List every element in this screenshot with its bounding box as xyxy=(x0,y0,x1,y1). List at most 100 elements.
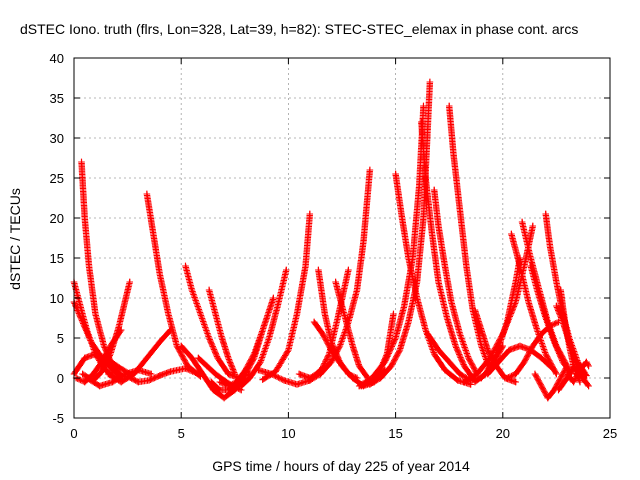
data-point xyxy=(533,286,541,294)
data-point xyxy=(321,310,329,318)
x-tick-label: 10 xyxy=(281,426,295,441)
data-point xyxy=(306,210,314,218)
data-point xyxy=(203,362,211,370)
y-tick-label: 0 xyxy=(57,371,64,386)
data-point xyxy=(83,374,91,382)
data-point xyxy=(426,78,434,86)
data-point xyxy=(409,254,416,262)
data-point xyxy=(471,378,479,386)
data-point xyxy=(156,372,163,379)
data-point xyxy=(538,382,545,390)
data-point xyxy=(452,342,459,350)
data-point xyxy=(205,334,213,342)
data-point xyxy=(212,310,219,318)
data-point xyxy=(349,342,356,350)
data-point-markers xyxy=(356,102,427,390)
series-arc-13 xyxy=(205,286,238,378)
data-point xyxy=(443,314,451,322)
data-point xyxy=(503,374,511,382)
data-point xyxy=(516,262,524,270)
data-point xyxy=(465,354,472,362)
data-point xyxy=(167,368,174,375)
data-point xyxy=(332,278,339,286)
data-point xyxy=(559,358,567,366)
data-point xyxy=(135,366,142,374)
data-point xyxy=(115,322,123,330)
y-tick-label: -5 xyxy=(52,411,64,426)
y-axis-label: dSTEC / TECUs xyxy=(7,188,23,290)
data-point xyxy=(92,310,99,318)
series-arc-01 xyxy=(78,158,125,379)
series-arc-27 xyxy=(355,102,427,390)
data-point xyxy=(135,378,142,386)
data-point xyxy=(338,362,346,370)
data-point xyxy=(208,378,215,386)
data-point xyxy=(576,366,584,374)
data-point xyxy=(302,262,309,270)
data-point xyxy=(471,306,479,314)
data-point xyxy=(512,298,519,306)
series-arc-46 xyxy=(563,358,592,386)
data-point xyxy=(396,346,404,354)
data-point xyxy=(117,378,125,386)
data-point xyxy=(461,378,468,386)
data-point xyxy=(542,314,549,322)
series-arc-36 xyxy=(508,230,560,378)
data-point xyxy=(555,386,562,394)
data-point xyxy=(563,362,571,370)
y-tick-label: 15 xyxy=(50,251,64,266)
data-point xyxy=(100,342,108,350)
data-point xyxy=(538,330,545,338)
data-point xyxy=(499,330,506,338)
data-point xyxy=(199,370,206,378)
data-point xyxy=(456,370,464,378)
data-point xyxy=(81,214,88,222)
series-arc-07 xyxy=(143,190,204,380)
series-arc-16 xyxy=(216,326,266,390)
data-point xyxy=(529,222,537,230)
data-point xyxy=(98,358,106,366)
data-point xyxy=(377,374,384,382)
data-point xyxy=(553,370,560,378)
data-point xyxy=(270,294,277,302)
data-point xyxy=(418,118,425,126)
data-point xyxy=(422,174,429,182)
series-arc-17 xyxy=(238,266,290,390)
x-tick-label: 25 xyxy=(603,426,617,441)
data-point xyxy=(310,318,318,326)
data-point xyxy=(216,386,223,394)
data-point xyxy=(150,230,157,238)
data-point xyxy=(529,342,537,350)
data-point xyxy=(355,382,363,390)
data-point xyxy=(231,370,238,378)
data-point xyxy=(272,368,279,375)
y-tick-label: 10 xyxy=(50,291,64,306)
data-point xyxy=(441,262,449,270)
data-point xyxy=(145,377,153,384)
data-point xyxy=(533,326,541,334)
data-point xyxy=(563,370,571,378)
data-point xyxy=(255,366,262,374)
data-point xyxy=(508,230,515,238)
data-point xyxy=(78,158,85,166)
data-point xyxy=(463,262,470,270)
data-point xyxy=(143,354,151,362)
data-point xyxy=(542,210,549,218)
data-point xyxy=(259,376,266,383)
data-point xyxy=(486,354,494,362)
data-point xyxy=(585,362,592,370)
series-arc-19 xyxy=(259,210,314,383)
data-point-markers xyxy=(542,210,590,379)
data-point xyxy=(360,238,367,246)
data-point xyxy=(538,354,545,362)
y-tick-label: 35 xyxy=(50,91,64,106)
data-point xyxy=(165,310,172,318)
data-point xyxy=(435,278,442,286)
data-point xyxy=(398,214,406,222)
data-point xyxy=(516,342,524,350)
data-point xyxy=(400,302,408,310)
data-point xyxy=(124,373,131,380)
data-point xyxy=(512,378,519,386)
data-point xyxy=(521,358,528,366)
data-point xyxy=(113,362,121,370)
